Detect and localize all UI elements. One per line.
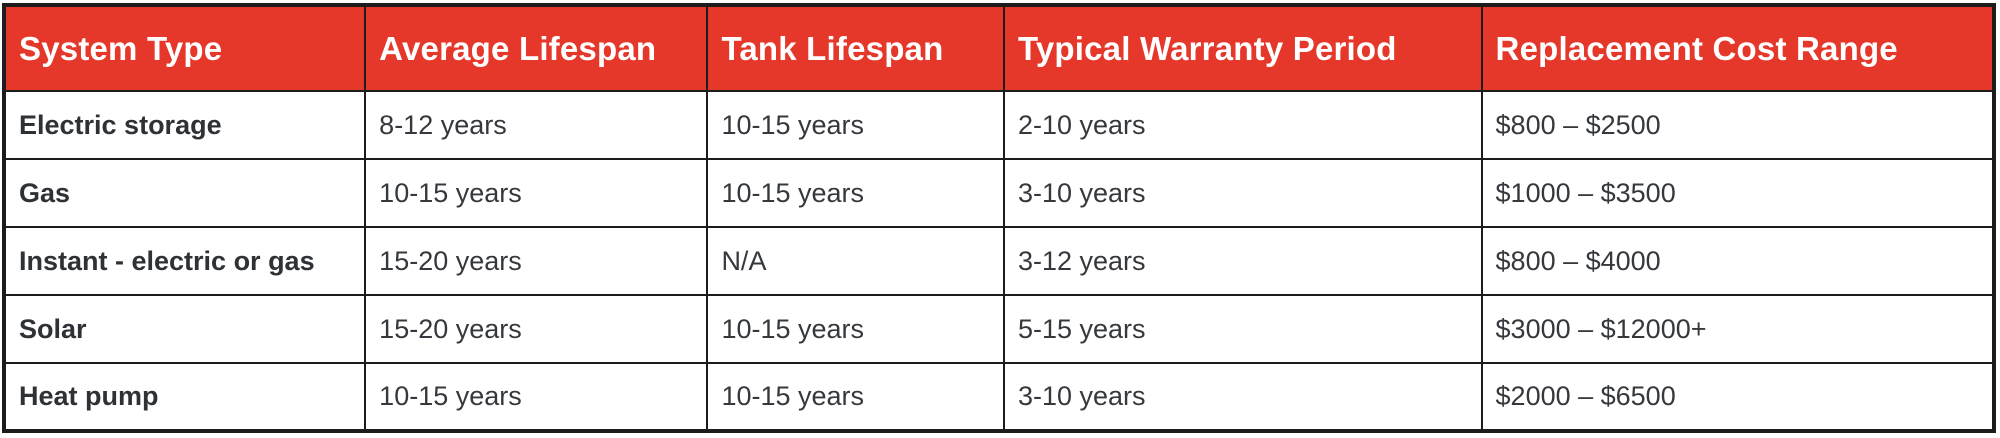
table-cell: 10-15 years <box>706 158 1005 228</box>
table-cell: 10-15 years <box>706 294 1005 364</box>
header-row: System Type Average Lifespan Tank Lifesp… <box>2 4 1996 92</box>
table-cell: 15-20 years <box>364 226 709 296</box>
table-cell: 3-10 years <box>1002 158 1483 228</box>
table-cell: 8-12 years <box>364 90 709 160</box>
header-cell-average-lifespan: Average Lifespan <box>364 4 709 92</box>
table-cell: Electric storage <box>2 90 367 160</box>
table-cell: N/A <box>706 226 1005 296</box>
table-cell: 10-15 years <box>364 362 709 432</box>
water-heater-lifespan-table: System Type Average Lifespan Tank Lifesp… <box>2 3 1996 433</box>
table-cell: Heat pump <box>2 362 367 432</box>
table-cell: 3-10 years <box>1002 362 1483 432</box>
table-cell: $3000 – $12000+ <box>1480 294 1996 364</box>
comparison-table: System Type Average Lifespan Tank Lifesp… <box>2 3 1996 433</box>
table-cell: 2-10 years <box>1002 90 1483 160</box>
table-row-heat-pump: Heat pump 10-15 years 10-15 years 3-10 y… <box>2 362 1996 432</box>
table-row-gas: Gas 10-15 years 10-15 years 3-10 years $… <box>2 158 1996 228</box>
header-cell-replacement-cost: Replacement Cost Range <box>1480 4 1996 92</box>
table-row-solar: Solar 15-20 years 10-15 years 5-15 years… <box>2 294 1996 364</box>
header-cell-warranty-period: Typical Warranty Period <box>1002 4 1483 92</box>
table-cell: Solar <box>2 294 367 364</box>
table-cell: 10-15 years <box>706 362 1005 432</box>
header-cell-system-type: System Type <box>2 4 367 92</box>
table-cell: $2000 – $6500 <box>1480 362 1996 432</box>
table-cell: Gas <box>2 158 367 228</box>
table-cell: 3-12 years <box>1002 226 1483 296</box>
table-cell: 10-15 years <box>364 158 709 228</box>
table-cell: Instant - electric or gas <box>2 226 367 296</box>
table-cell: 15-20 years <box>364 294 709 364</box>
table-cell: 10-15 years <box>706 90 1005 160</box>
table-cell: $800 – $4000 <box>1480 226 1996 296</box>
table-cell: $1000 – $3500 <box>1480 158 1996 228</box>
table-cell: $800 – $2500 <box>1480 90 1996 160</box>
table-row-instant: Instant - electric or gas 15-20 years N/… <box>2 226 1996 296</box>
header-cell-tank-lifespan: Tank Lifespan <box>706 4 1005 92</box>
table-cell: 5-15 years <box>1002 294 1483 364</box>
table-row-electric-storage: Electric storage 8-12 years 10-15 years … <box>2 90 1996 160</box>
